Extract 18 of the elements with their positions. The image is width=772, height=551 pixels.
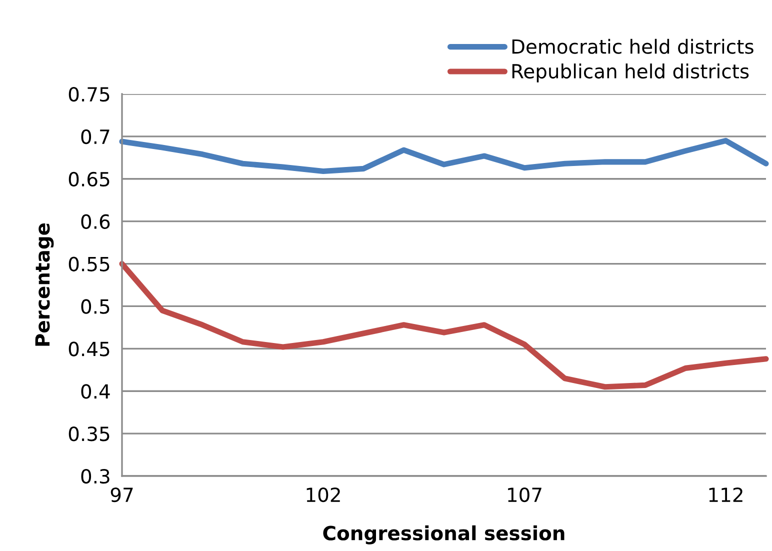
x-tick-label: 97 xyxy=(110,487,133,502)
y-tick-label: 0.45 xyxy=(68,342,110,356)
y-tick-label: 0.75 xyxy=(68,86,110,102)
legend-label: Republican held districts xyxy=(512,64,749,82)
y-tick-label: 0.7 xyxy=(81,129,110,144)
y-tick-label: 0.65 xyxy=(68,172,110,187)
y-axis-title: Percentage xyxy=(35,223,54,346)
x-tick-label: 102 xyxy=(306,487,340,502)
x-tick-label: 112 xyxy=(709,487,742,502)
legend-label: Democratic held districts xyxy=(512,38,754,54)
y-tick-label: 0.5 xyxy=(81,299,110,314)
x-axis-title: Congressional session xyxy=(323,525,564,544)
y-tick-label: 0.4 xyxy=(81,384,110,399)
y-tick-label: 0.3 xyxy=(81,468,110,484)
y-tick-label: 0.35 xyxy=(68,426,110,442)
y-tick-label: 0.6 xyxy=(81,214,110,229)
x-tick-label: 107 xyxy=(508,487,542,502)
y-tick-label: 0.55 xyxy=(68,256,110,272)
